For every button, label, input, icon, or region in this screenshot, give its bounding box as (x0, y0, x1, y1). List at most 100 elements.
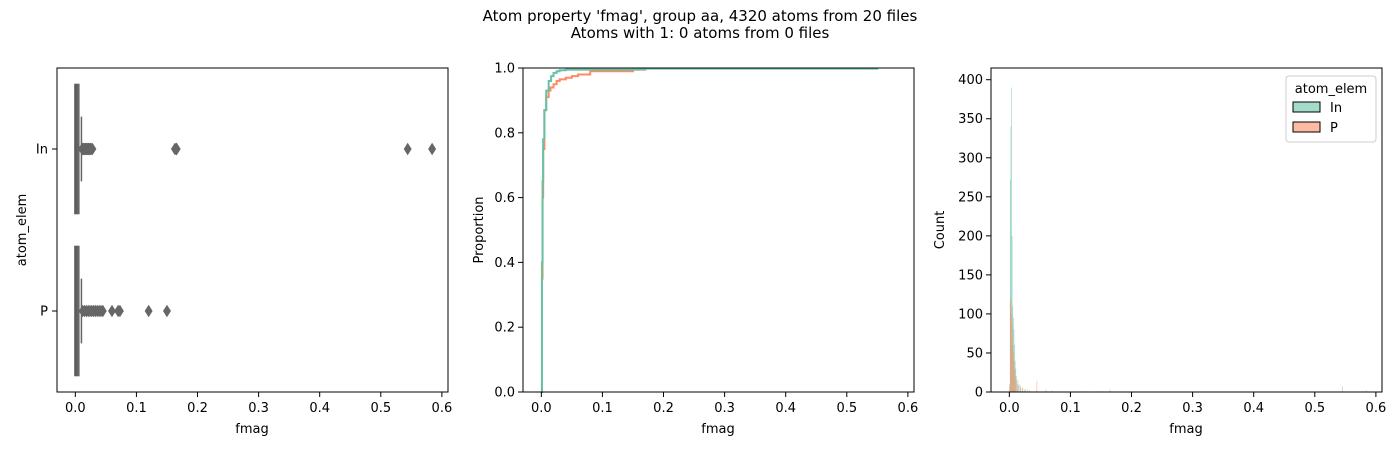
histogram-y-tick-label: 300 (958, 151, 983, 166)
ecdf-y-tick-label: 0.2 (494, 321, 515, 336)
histogram-y-axis-label: Count (933, 211, 948, 250)
boxplot-x-tick-label: 0.0 (65, 401, 86, 416)
hist-bar-In (1021, 388, 1023, 392)
histogram-y-tick-label: 350 (958, 112, 983, 127)
boxplot-x-tick-label: 0.2 (187, 401, 208, 416)
boxplot-y-tick-label: In (36, 143, 48, 158)
histogram-y-tick-label: 50 (966, 346, 983, 361)
hist-bar-In (1016, 376, 1018, 392)
histogram-x-tick-label: 0.6 (1366, 401, 1387, 416)
hist-bar-In (1017, 380, 1019, 392)
histogram-x-tick-label: 0.3 (1182, 401, 1203, 416)
hist-bar-P (1015, 380, 1017, 392)
hist-bar-P (1036, 381, 1038, 392)
hist-bar-P (1009, 302, 1011, 392)
histogram-panel: 0.0 0.1 0.2 0.3 0.4 0.5 0.6 0 50 100 150 200 250 300… (933, 67, 1386, 437)
figure-title-line-2: Atoms with 1: 0 atoms from 0 files (571, 24, 830, 42)
box-P (74, 245, 80, 377)
hist-bar-P (1018, 385, 1019, 392)
hist-bar-P (1025, 388, 1027, 392)
outlier-point (162, 304, 171, 318)
outlier-point (403, 142, 412, 156)
boxplot-x-tick-label: 0.4 (309, 401, 330, 416)
boxplot-x-tick-label: 0.1 (126, 401, 147, 416)
ecdf-line-In (540, 67, 879, 393)
outlier-point (144, 304, 153, 318)
boxplot-x-tick-label: 0.6 (432, 401, 453, 416)
histogram-y-tick-label: 200 (958, 229, 983, 244)
outlier-point (98, 304, 107, 318)
legend-swatch-p (1292, 121, 1321, 133)
hist-bar-In (1010, 126, 1012, 393)
ecdf-x-tick-label: 0.4 (775, 401, 796, 416)
ecdf-marks (540, 67, 879, 393)
histogram-x-tick-label: 0.5 (1304, 401, 1325, 416)
ecdf-x-tick-label: 0.2 (653, 401, 674, 416)
hist-bar-P (1016, 384, 1018, 392)
ecdf-x-tick-label: 0.1 (592, 401, 613, 416)
ecdf-y-tick-label: 0.4 (494, 256, 515, 271)
ecdf-x-tick-label: 0.5 (836, 401, 857, 416)
ecdf-x-axis-label: fmag (701, 422, 734, 437)
hist-bar-P (1011, 325, 1013, 392)
boxplot-marks (74, 83, 437, 377)
hist-bar-In (1341, 386, 1343, 392)
ecdf-y-tick-label: 1.0 (494, 62, 515, 77)
histogram-y-tick-label: 100 (958, 307, 983, 322)
ecdf-x-tick-label: 0.6 (898, 401, 919, 416)
hist-bar-In (1009, 179, 1011, 392)
histogram-x-axis-label: fmag (1169, 422, 1202, 437)
hist-bar-P (1014, 376, 1016, 392)
boxplot-y-axis-label: atom_elem (15, 194, 30, 266)
ecdf-frame (522, 67, 915, 393)
boxplot-x-tick-label: 0.5 (370, 401, 391, 416)
ecdf-x-ticks: 0.0 0.1 0.2 0.3 0.4 0.5 0.6 (531, 392, 918, 416)
hist-bar-P (1045, 389, 1047, 392)
outlier-point (108, 304, 116, 318)
histogram-frame (990, 67, 1383, 393)
legend-title: atom_elem (1295, 82, 1367, 97)
hist-bar-In (1109, 389, 1111, 392)
histogram-y-tick-label: 0 (975, 386, 983, 401)
hist-bar-P (1014, 368, 1015, 392)
histogram-marks (1009, 87, 1367, 393)
hist-bar-P (1012, 352, 1014, 392)
histogram-legend: atom_elem In P (1285, 75, 1377, 143)
hist-bar-In (1018, 384, 1020, 392)
ecdf-x-tick-label: 0.0 (531, 401, 552, 416)
ecdf-y-tick-label: 0.0 (494, 386, 515, 401)
hist-bar-In (1011, 235, 1013, 392)
boxplot-y-tick-label: P (40, 305, 48, 320)
boxplot-x-tick-label: 0.3 (248, 401, 269, 416)
ecdf-y-tick-label: 0.8 (494, 126, 515, 141)
boxplot-y-ticks: In P (36, 143, 57, 320)
hist-bar-P (1051, 390, 1053, 392)
hist-bar-In (1011, 87, 1012, 393)
ecdf-line-P (540, 68, 647, 393)
legend-label-p: P (1330, 121, 1338, 136)
legend-swatch-in (1292, 101, 1321, 113)
hist-bar-P (1012, 345, 1014, 392)
outlier-point (428, 142, 437, 156)
boxplot-panel: 0.0 0.1 0.2 0.3 0.4 0.5 0.6 In P fmag atom_elem (15, 67, 452, 437)
outlier-point (115, 304, 124, 318)
histogram-x-tick-label: 0.1 (1060, 401, 1081, 416)
histogram-x-ticks: 0.0 0.1 0.2 0.3 0.4 0.5 0.6 (999, 392, 1386, 416)
hist-bar-P (1009, 388, 1011, 392)
histogram-y-tick-label: 250 (958, 190, 983, 205)
boxplot-x-ticks: 0.0 0.1 0.2 0.3 0.4 0.5 0.6 (65, 392, 452, 416)
hist-bar-P (1013, 360, 1015, 392)
hist-bar-P (1010, 298, 1012, 392)
boxplot-x-axis-label: fmag (235, 422, 268, 437)
hist-bar-P (1029, 389, 1030, 392)
ecdf-y-ticks: 0.0 0.2 0.4 0.6 0.8 1.0 (494, 62, 523, 401)
outlier-point (172, 142, 181, 156)
histogram-y-tick-label: 150 (958, 268, 983, 283)
hist-bar-P (1011, 313, 1012, 392)
hist-bar-In (1024, 389, 1025, 392)
histogram-x-tick-label: 0.0 (999, 401, 1020, 416)
ecdf-panel: 0.0 0.1 0.2 0.3 0.4 0.5 0.6 0.0 0.2 0.4 0.6 0.8 1.0… (472, 62, 918, 438)
histogram-y-ticks: 0 50 100 150 200 250 300 350 400 (958, 73, 991, 401)
hist-bar-P (1022, 388, 1024, 392)
